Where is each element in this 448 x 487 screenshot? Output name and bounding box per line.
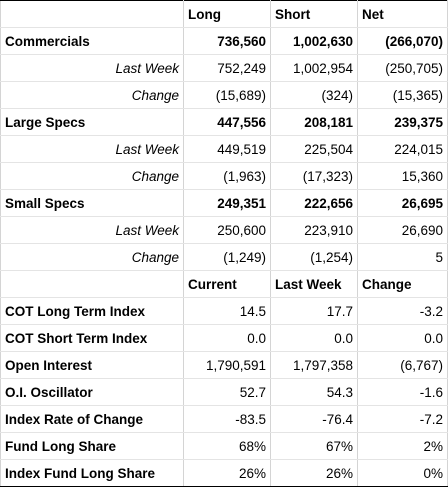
group-row-large-specs: Large Specs 447,556 208,181 239,375: [0, 108, 448, 136]
index-header-change: Change: [357, 270, 448, 298]
change-short: (324): [270, 81, 358, 109]
last-week-label: Last Week: [0, 216, 184, 244]
index-last-week: 67%: [270, 432, 358, 460]
index-change: 2%: [357, 432, 448, 460]
change-short: (1,254): [270, 243, 358, 271]
index-label: Index Rate of Change: [0, 405, 184, 433]
last-week-net: 224,015: [357, 135, 448, 163]
group-net: 26,695: [357, 189, 448, 217]
group-row-small-specs: Small Specs 249,351 222,656 26,695: [0, 189, 448, 217]
index-change: 0.0: [357, 324, 448, 352]
last-week-net: (250,705): [357, 54, 448, 82]
index-last-week: 0.0: [270, 324, 358, 352]
change-label: Change: [0, 81, 184, 109]
index-last-week: 54.3: [270, 378, 358, 406]
group-long: 249,351: [183, 189, 271, 217]
index-change: -1.6: [357, 378, 448, 406]
index-last-week: 1,797,358: [270, 351, 358, 379]
index-header-empty-cell: [0, 270, 184, 298]
last-week-long: 449,519: [183, 135, 271, 163]
change-long: (1,963): [183, 162, 271, 190]
index-change: (6,767): [357, 351, 448, 379]
index-last-week: 26%: [270, 459, 358, 487]
change-label: Change: [0, 162, 184, 190]
index-change: 0%: [357, 459, 448, 487]
change-long: (15,689): [183, 81, 271, 109]
group-label: Small Specs: [0, 189, 184, 217]
last-week-short: 1,002,954: [270, 54, 358, 82]
change-row-small-specs: Change (1,249) (1,254) 5: [0, 243, 448, 271]
group-label: Commercials: [0, 27, 184, 55]
last-week-long: 250,600: [183, 216, 271, 244]
change-net: 15,360: [357, 162, 448, 190]
index-current: 68%: [183, 432, 271, 460]
index-row-open-interest: Open Interest 1,790,591 1,797,358 (6,767…: [0, 351, 448, 379]
index-change: -7.2: [357, 405, 448, 433]
index-row-oi-oscillator: O.I. Oscillator 52.7 54.3 -1.6: [0, 378, 448, 406]
index-row-cot-long-term: COT Long Term Index 14.5 17.7 -3.2: [0, 297, 448, 325]
index-last-week: -76.4: [270, 405, 358, 433]
index-label: Fund Long Share: [0, 432, 184, 460]
index-current: -83.5: [183, 405, 271, 433]
group-long: 736,560: [183, 27, 271, 55]
index-label: O.I. Oscillator: [0, 378, 184, 406]
index-header-row: Current Last Week Change: [0, 270, 448, 298]
index-label: Open Interest: [0, 351, 184, 379]
index-label: Index Fund Long Share: [0, 459, 184, 487]
index-current: 52.7: [183, 378, 271, 406]
group-row-commercials: Commercials 736,560 1,002,630 (266,070): [0, 27, 448, 55]
last-week-label: Last Week: [0, 54, 184, 82]
last-week-net: 26,690: [357, 216, 448, 244]
group-long: 447,556: [183, 108, 271, 136]
index-header-last-week: Last Week: [270, 270, 358, 298]
index-row-index-fund-long-share: Index Fund Long Share 26% 26% 0%: [0, 459, 448, 487]
index-row-fund-long-share: Fund Long Share 68% 67% 2%: [0, 432, 448, 460]
index-label: COT Long Term Index: [0, 297, 184, 325]
group-short: 1,002,630: [270, 27, 358, 55]
index-header-current: Current: [183, 270, 271, 298]
index-row-cot-short-term: COT Short Term Index 0.0 0.0 0.0: [0, 324, 448, 352]
last-week-label: Last Week: [0, 135, 184, 163]
last-week-row-commercials: Last Week 752,249 1,002,954 (250,705): [0, 54, 448, 82]
header-long: Long: [183, 0, 271, 28]
index-current: 26%: [183, 459, 271, 487]
group-short: 222,656: [270, 189, 358, 217]
index-current: 0.0: [183, 324, 271, 352]
header-row: Long Short Net: [0, 0, 448, 28]
index-label: COT Short Term Index: [0, 324, 184, 352]
group-net: (266,070): [357, 27, 448, 55]
group-net: 239,375: [357, 108, 448, 136]
change-net: (15,365): [357, 81, 448, 109]
last-week-short: 223,910: [270, 216, 358, 244]
last-week-row-large-specs: Last Week 449,519 225,504 224,015: [0, 135, 448, 163]
index-current: 14.5: [183, 297, 271, 325]
change-long: (1,249): [183, 243, 271, 271]
last-week-row-small-specs: Last Week 250,600 223,910 26,690: [0, 216, 448, 244]
change-net: 5: [357, 243, 448, 271]
index-row-rate-of-change: Index Rate of Change -83.5 -76.4 -7.2: [0, 405, 448, 433]
index-last-week: 17.7: [270, 297, 358, 325]
group-label: Large Specs: [0, 108, 184, 136]
header-short: Short: [270, 0, 358, 28]
index-current: 1,790,591: [183, 351, 271, 379]
change-row-large-specs: Change (1,963) (17,323) 15,360: [0, 162, 448, 190]
group-short: 208,181: [270, 108, 358, 136]
last-week-short: 225,504: [270, 135, 358, 163]
last-week-long: 752,249: [183, 54, 271, 82]
header-net: Net: [357, 0, 448, 28]
change-label: Change: [0, 243, 184, 271]
change-row-commercials: Change (15,689) (324) (15,365): [0, 81, 448, 109]
header-empty-cell: [0, 0, 184, 28]
change-short: (17,323): [270, 162, 358, 190]
index-change: -3.2: [357, 297, 448, 325]
